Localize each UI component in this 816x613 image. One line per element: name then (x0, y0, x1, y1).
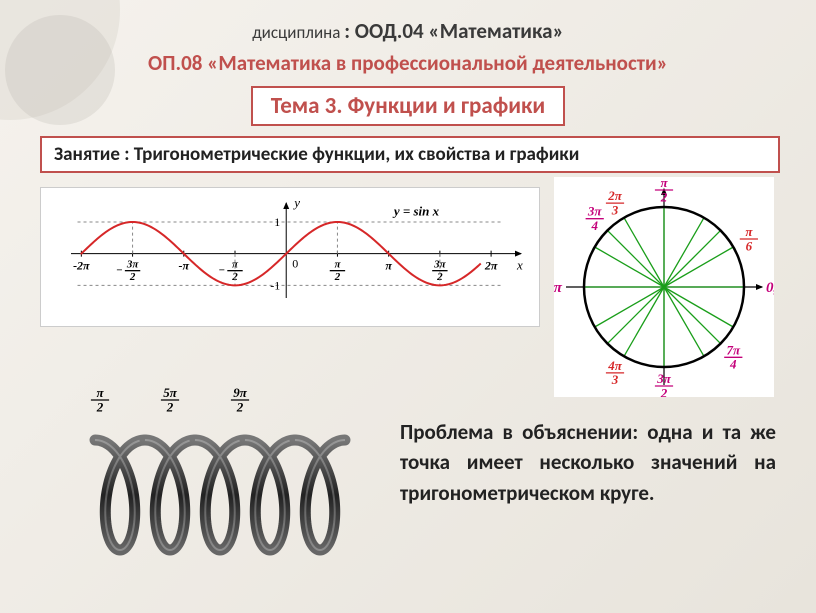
svg-text:3π: 3π (656, 371, 672, 386)
svg-text:2: 2 (236, 399, 244, 414)
discipline-main: : ООД.04 «Математика» (344, 18, 564, 44)
svg-text:2: 2 (96, 399, 104, 414)
svg-text:−: − (218, 265, 225, 277)
svg-text:-2π: -2π (73, 259, 90, 273)
discipline-line: дисциплина : ООД.04 «Математика» (40, 18, 776, 44)
svg-text:4: 4 (729, 357, 737, 372)
svg-text:4π: 4π (607, 358, 623, 373)
svg-text:0: 0 (292, 257, 298, 271)
theme-box: Тема 3. Функции и графики (251, 86, 565, 126)
svg-text:y: y (292, 195, 300, 210)
lesson-box: Занятие : Тригонометрические функции, их… (40, 136, 780, 173)
svg-text:2π: 2π (607, 188, 623, 203)
svg-text:-π: -π (179, 259, 190, 273)
svg-text:π: π (385, 259, 392, 273)
svg-text:-1: -1 (270, 278, 280, 292)
svg-text:2: 2 (660, 189, 668, 204)
svg-text:y = sin x: y = sin x (392, 204, 440, 219)
svg-text:0,2π: 0,2π (766, 280, 774, 296)
svg-text:3: 3 (611, 202, 619, 217)
svg-text:5π: 5π (163, 385, 178, 400)
spring-diagram: π25π29π2 (40, 377, 380, 577)
svg-text:3: 3 (611, 372, 619, 387)
unit-circle-diagram: π22π33π4π0,2ππ67π43π24π3 (554, 177, 774, 397)
svg-text:π: π (745, 224, 753, 239)
svg-text:4: 4 (590, 218, 598, 233)
svg-text:2π: 2π (484, 259, 498, 273)
svg-text:1: 1 (274, 215, 280, 229)
svg-text:π: π (554, 280, 563, 296)
svg-text:x: x (516, 258, 523, 273)
svg-text:2: 2 (129, 271, 136, 283)
op-line: ОП.08 «Математика в профессиональной дея… (40, 50, 776, 76)
svg-text:π: π (96, 385, 104, 400)
svg-text:6: 6 (746, 238, 753, 253)
svg-text:2: 2 (166, 399, 174, 414)
svg-text:9π: 9π (233, 385, 248, 400)
svg-text:π: π (660, 177, 668, 190)
svg-text:2: 2 (334, 271, 341, 283)
svg-text:7π: 7π (726, 342, 741, 357)
svg-text:2: 2 (660, 385, 668, 397)
slide-content: дисциплина : ООД.04 «Математика» ОП.08 «… (0, 0, 816, 613)
svg-text:3π: 3π (587, 204, 603, 219)
discipline-prefix: дисциплина (252, 22, 344, 43)
svg-text:3π: 3π (126, 259, 140, 271)
sine-chart: yx0y = sin x1-1-2π−3π2-π−π2π2π3π22π (40, 187, 540, 327)
svg-text:−: − (116, 265, 123, 277)
svg-text:π: π (334, 259, 341, 271)
